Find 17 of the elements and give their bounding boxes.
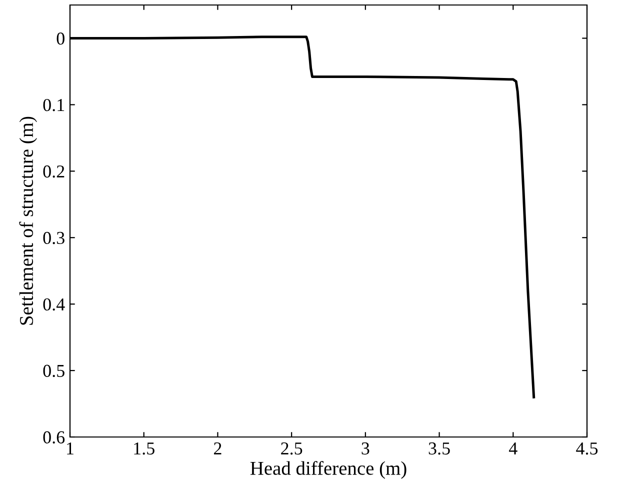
x-tick-label: 4.5: [576, 442, 598, 455]
y-tick-label: 0.6: [43, 431, 65, 444]
x-tick-label: 2: [214, 442, 222, 454]
y-tick-label: 0: [56, 32, 64, 45]
y-tick-label: 0.2: [43, 165, 64, 178]
x-tick-label: 3.5: [428, 442, 450, 455]
x-tick-label: 3: [362, 442, 370, 455]
y-axis-title: Settlement of structure (m): [19, 116, 38, 325]
x-tick-label: 1: [67, 442, 74, 454]
x-tick-label: 4: [508, 442, 518, 454]
x-tick-label: 2.5: [281, 442, 302, 455]
y-tick-label: 0.5: [43, 364, 64, 378]
x-axis-title: Head difference (m): [250, 461, 406, 479]
y-tick-label: 0.3: [43, 232, 64, 244]
x-tick-label: 1.5: [134, 442, 154, 455]
y-tick-label: 0.4: [43, 298, 65, 311]
y-tick-label: 0.1: [43, 98, 64, 112]
